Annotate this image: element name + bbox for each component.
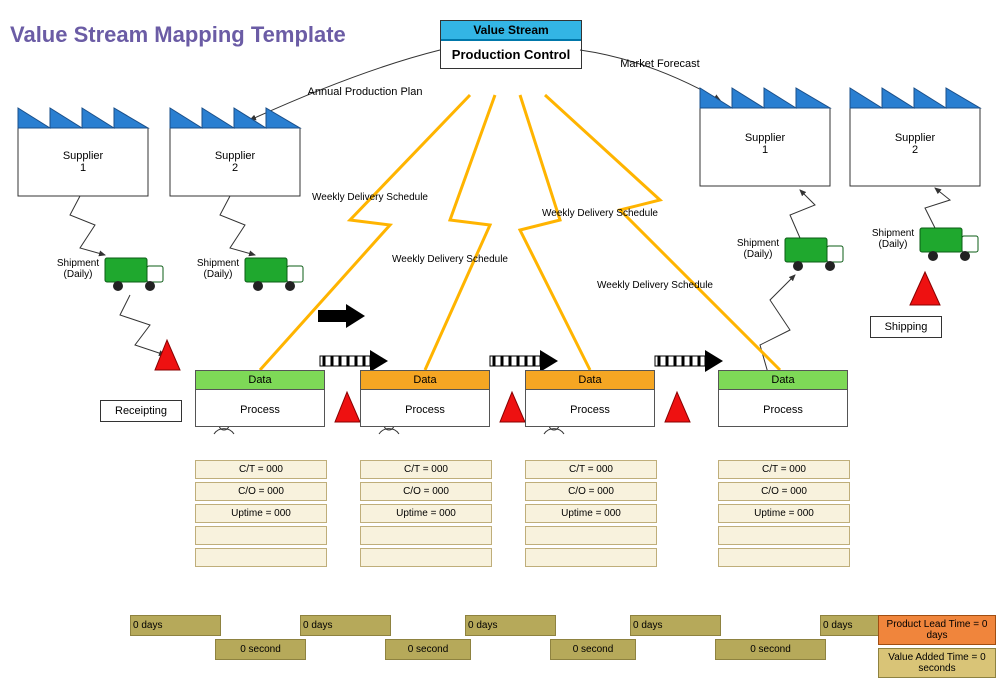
- process-box: Data Process: [718, 370, 848, 427]
- striped-arrow-icon: [490, 350, 558, 372]
- timeline-top: 0 days: [630, 615, 721, 636]
- data-row: C/T = 000: [525, 460, 657, 479]
- shipment-label: Shipment (Daily): [732, 238, 784, 260]
- data-row: C/O = 000: [195, 482, 327, 501]
- data-row: C/O = 000: [525, 482, 657, 501]
- truck-icon: [245, 258, 303, 291]
- push-arrow-icon: [318, 304, 365, 328]
- bolt-label: Weekly Delivery Schedule: [585, 280, 725, 291]
- process-body: Process: [718, 390, 848, 427]
- data-row: C/O = 000: [360, 482, 492, 501]
- bolt-label: Weekly Delivery Schedule: [380, 254, 520, 265]
- timeline-top: 0 days: [465, 615, 556, 636]
- triangle-icon: [155, 340, 180, 370]
- zigzag-icon: [220, 196, 255, 255]
- summary-value-added: Value Added Time = 0 seconds: [878, 648, 996, 678]
- shipment-label: Shipment (Daily): [52, 258, 104, 280]
- arrow-label-right: Market Forecast: [600, 58, 720, 70]
- zigzag-icon: [760, 275, 795, 380]
- sup-l2: Supplier2: [170, 150, 300, 174]
- shipment-label: Shipment (Daily): [192, 258, 244, 280]
- arrow-label-left: Annual Production Plan: [290, 86, 440, 98]
- sup-l1: Supplier1: [18, 150, 148, 174]
- svg-layer: [0, 0, 997, 692]
- data-row: [195, 548, 327, 567]
- timeline-bot: 0 second: [385, 639, 471, 660]
- truck-icon: [920, 228, 978, 261]
- process-header: Data: [360, 370, 490, 390]
- triangle-icon: [665, 392, 690, 422]
- process-box: Data Process: [360, 370, 490, 427]
- process-box: Data Process: [195, 370, 325, 427]
- process-header: Data: [718, 370, 848, 390]
- data-row: Uptime = 000: [360, 504, 492, 523]
- timeline-top: 0 days: [300, 615, 391, 636]
- triangle-icon: [500, 392, 525, 422]
- timeline-top: 0 days: [820, 615, 881, 636]
- data-row: [718, 548, 850, 567]
- striped-arrow-icon: [320, 350, 388, 372]
- data-row: [195, 526, 327, 545]
- data-row: [718, 526, 850, 545]
- striped-arrow-icon: [655, 350, 723, 372]
- shipment-label: Shipment (Daily): [867, 228, 919, 250]
- data-row: Uptime = 000: [525, 504, 657, 523]
- timeline-bot: 0 second: [550, 639, 636, 660]
- bolt-label: Weekly Delivery Schedule: [300, 192, 440, 203]
- data-row: [525, 526, 657, 545]
- summary-lead-time: Product Lead Time = 0 days: [878, 615, 996, 645]
- zigzag-icon: [120, 295, 165, 355]
- process-body: Process: [525, 390, 655, 427]
- data-row: Uptime = 000: [718, 504, 850, 523]
- data-row: [525, 548, 657, 567]
- arrow-annual-plan: [250, 50, 440, 120]
- sup-r2: Supplier2: [850, 132, 980, 156]
- triangle-icon: [910, 272, 940, 305]
- timeline-bot: 0 second: [215, 639, 306, 660]
- diagram-canvas: Value Stream Mapping Template Value Stre…: [0, 0, 997, 692]
- receipting-box: Receipting: [100, 400, 182, 422]
- process-header: Data: [525, 370, 655, 390]
- process-box: Data Process: [525, 370, 655, 427]
- process-header: Data: [195, 370, 325, 390]
- timeline-bot: 0 second: [715, 639, 826, 660]
- process-body: Process: [195, 390, 325, 427]
- truck-icon: [105, 258, 163, 291]
- bolt-label: Weekly Delivery Schedule: [530, 208, 670, 219]
- zigzag-icon: [70, 196, 105, 255]
- timeline-top: 0 days: [130, 615, 221, 636]
- data-row: C/T = 000: [718, 460, 850, 479]
- bolt-icon: [520, 95, 590, 370]
- zigzag-icon: [925, 188, 950, 228]
- triangle-icon: [335, 392, 360, 422]
- data-row: Uptime = 000: [195, 504, 327, 523]
- data-row: C/T = 000: [360, 460, 492, 479]
- process-body: Process: [360, 390, 490, 427]
- data-row: C/T = 000: [195, 460, 327, 479]
- data-row: [360, 526, 492, 545]
- sup-r1: Supplier1: [700, 132, 830, 156]
- zigzag-icon: [790, 190, 815, 238]
- truck-icon: [785, 238, 843, 271]
- data-row: [360, 548, 492, 567]
- data-row: C/O = 000: [718, 482, 850, 501]
- bolt-icon: [425, 95, 495, 370]
- shipping-box: Shipping: [870, 316, 942, 338]
